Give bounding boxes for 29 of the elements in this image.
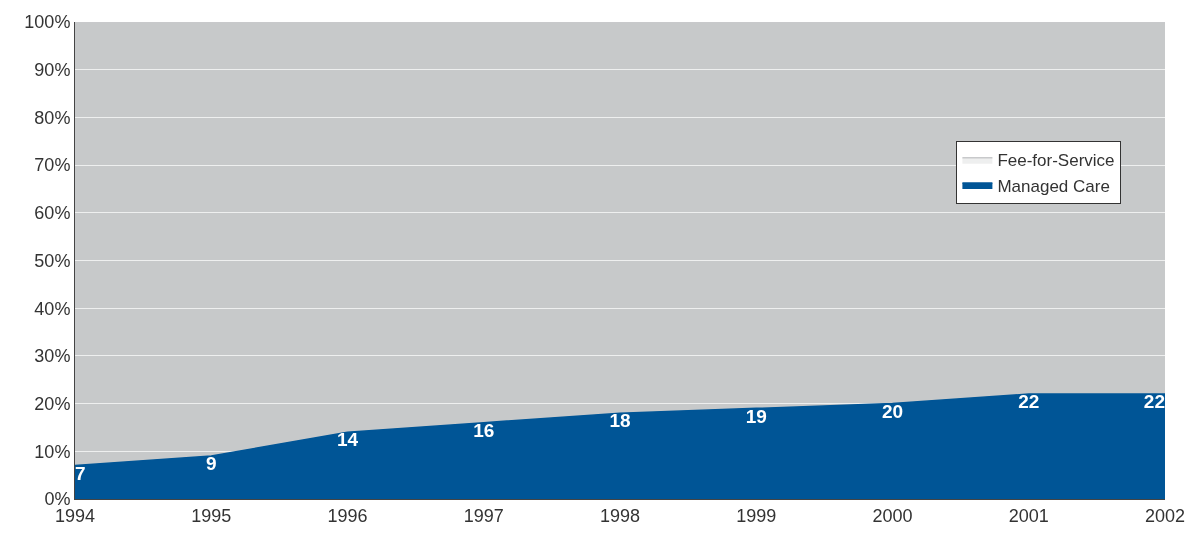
y-tick-label: 40% <box>34 298 71 319</box>
x-tick-label: 1997 <box>463 505 504 526</box>
legend-label: Managed Care <box>997 176 1110 196</box>
x-tick-label: 1996 <box>327 505 368 526</box>
x-tick-label: 2002 <box>1144 505 1186 526</box>
x-tick-label: 1999 <box>736 505 777 526</box>
y-tick-label: 60% <box>34 203 71 224</box>
y-tick-label: 30% <box>34 346 71 367</box>
data-label: 7 <box>75 462 86 484</box>
x-tick-label: 1995 <box>191 505 232 526</box>
y-tick-label: 10% <box>34 441 71 462</box>
data-label: 22 <box>1018 391 1040 413</box>
data-label: 9 <box>205 453 217 475</box>
x-tick-label: 1998 <box>599 505 641 526</box>
y-tick-label: 90% <box>34 60 71 80</box>
data-label: 22 <box>1143 391 1165 413</box>
data-label: 16 <box>473 419 495 441</box>
x-tick-label: 2000 <box>872 505 913 526</box>
x-tick-label: 2001 <box>1008 505 1049 526</box>
y-tick-label: 50% <box>34 250 71 271</box>
y-tick-label: 100% <box>24 12 71 33</box>
data-label: 19 <box>745 405 767 427</box>
data-label: 20 <box>881 400 904 422</box>
y-tick-label: 80% <box>34 107 71 128</box>
legend-label: Fee-for-Service <box>997 151 1115 171</box>
y-tick-label: 20% <box>34 393 71 414</box>
data-label: 18 <box>609 410 631 432</box>
y-tick-label: 70% <box>34 155 71 176</box>
data-label: 14 <box>336 429 359 451</box>
